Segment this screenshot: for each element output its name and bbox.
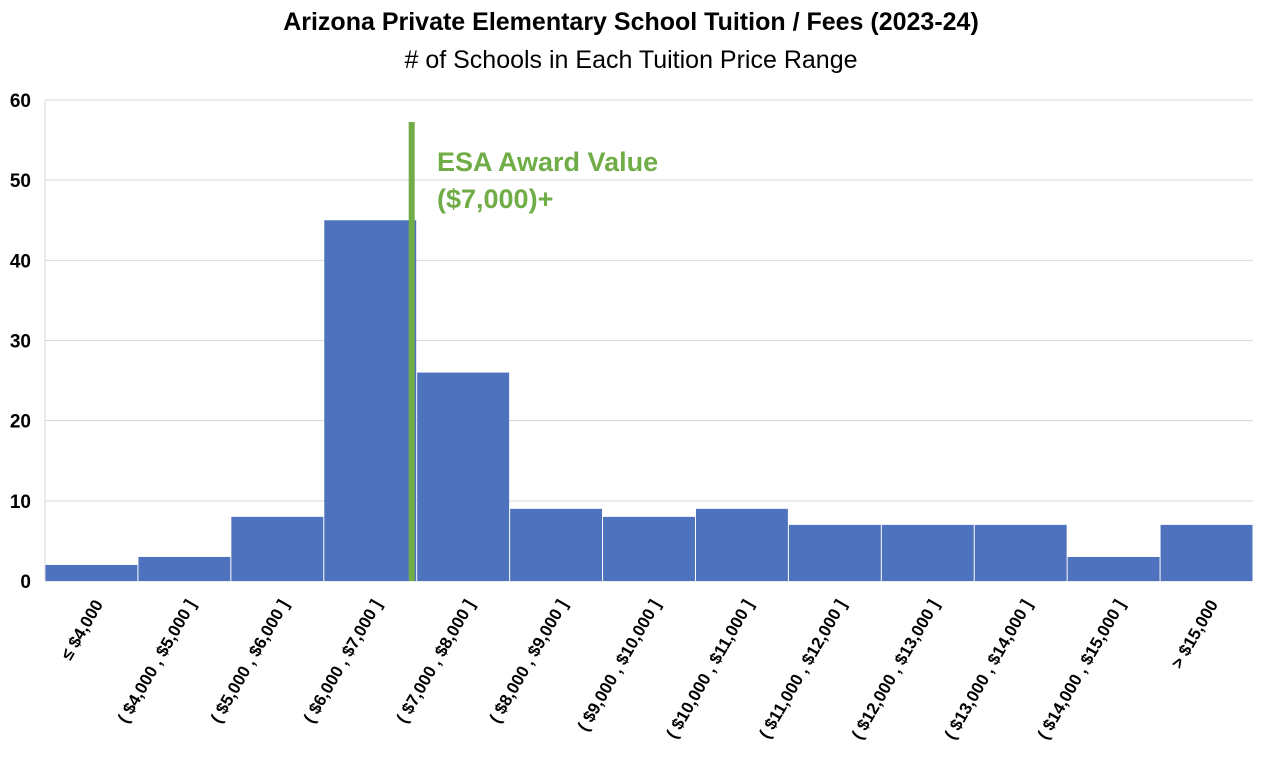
x-tick-label: ( $6,000 , $7,000 ] [300,597,386,727]
x-tick-label: ≤ $4,000 [57,597,106,664]
bar [1067,556,1160,581]
bar [231,516,324,581]
bar [138,556,231,581]
x-tick-label: ( $7,000 , $8,000 ] [393,597,479,727]
y-tick-label: 10 [10,492,31,513]
y-tick-label: 30 [10,332,31,353]
bar [603,516,695,581]
bar [510,508,603,581]
x-tick-label: ( $5,000 , $6,000 ] [207,597,293,727]
bar [881,524,974,581]
x-tick-label: ( $4,000 , $5,000 ] [114,597,200,727]
y-axis-ticks: 0 10 20 30 40 50 60 [10,91,31,593]
x-tick-label: ( $11,000 , $12,000 ] [755,597,850,742]
bar [788,524,881,581]
x-tick-label: > $15,000 [1167,597,1222,672]
x-tick-label: ( $8,000 , $9,000 ] [486,597,572,727]
esa-annotation-line2: ($7,000)+ [437,184,553,214]
esa-annotation-line1: ESA Award Value [437,147,658,177]
bar [324,220,417,581]
y-tick-label: 50 [10,171,31,192]
y-tick-label: 40 [10,251,31,272]
bar [417,372,510,581]
x-tick-label: ( $12,000 , $13,000 ] [848,597,943,743]
esa-reference-line [408,122,415,581]
chart-subtitle: # of Schools in Each Tuition Price Range [404,46,858,74]
bars [45,220,1253,581]
bar [695,508,788,581]
y-tick-label: 20 [10,412,31,433]
x-axis-ticks: ≤ $4,000( $4,000 , $5,000 ]( $5,000 , $6… [57,597,1222,743]
x-tick-label: ( $14,000 , $15,000 ] [1034,597,1129,743]
x-tick-label: ( $10,000 , $11,000 ] [662,597,757,742]
x-tick-label: ( $13,000 , $14,000 ] [941,597,1036,743]
chart-title: Arizona Private Elementary School Tuitio… [283,8,979,36]
bar [974,524,1067,581]
x-tick-label: ( $9,000 , $10,000 ] [574,597,665,735]
y-tick-label: 60 [10,91,31,112]
esa-reference: ESA Award Value ($7,000)+ [408,122,658,581]
bar [45,564,138,581]
y-tick-label: 0 [20,572,31,593]
bar [1160,524,1253,581]
